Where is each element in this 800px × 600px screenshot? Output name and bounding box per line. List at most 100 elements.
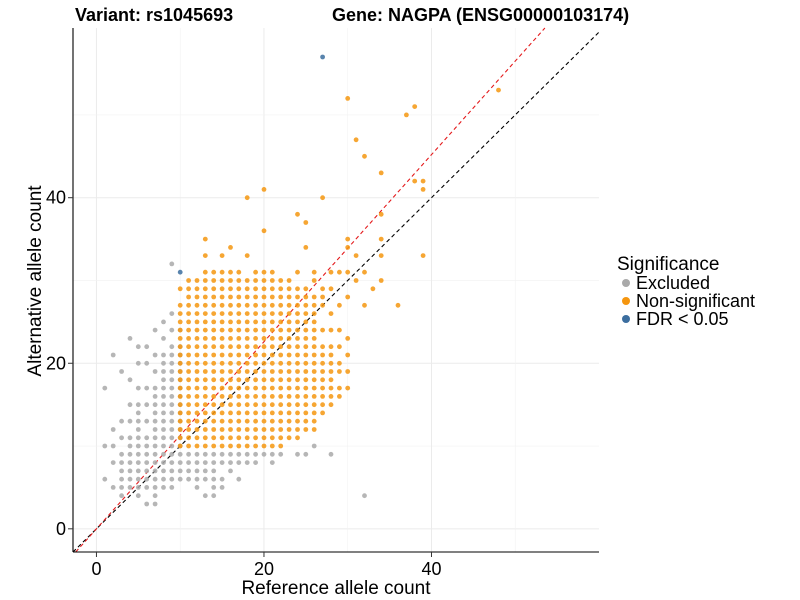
- point-non-significant: [362, 153, 367, 159]
- point-non-significant: [261, 369, 267, 374]
- point-excluded: [127, 418, 133, 424]
- point-non-significant: [261, 402, 267, 408]
- point-excluded: [169, 261, 175, 267]
- point-excluded: [127, 485, 133, 490]
- axis-ticks: 0 20 40 0 20 40: [46, 188, 442, 579]
- point-non-significant: [278, 319, 284, 325]
- point-non-significant: [253, 427, 258, 432]
- point-excluded: [144, 485, 150, 490]
- point-non-significant: [311, 402, 317, 408]
- point-non-significant: [186, 327, 192, 333]
- point-non-significant: [370, 286, 376, 292]
- point-excluded: [152, 402, 158, 408]
- point-non-significant: [177, 327, 183, 333]
- point-non-significant: [202, 236, 208, 242]
- point-non-significant: [219, 311, 225, 316]
- point-non-significant: [202, 402, 208, 408]
- point-non-significant: [303, 369, 309, 374]
- point-non-significant: [194, 418, 200, 424]
- point-excluded: [169, 468, 175, 474]
- point-non-significant: [420, 178, 426, 184]
- point-non-significant: [261, 418, 267, 424]
- point-non-significant: [269, 418, 275, 424]
- point-non-significant: [219, 410, 225, 416]
- point-excluded: [244, 460, 250, 465]
- point-non-significant: [328, 377, 334, 383]
- point-non-significant: [186, 394, 192, 399]
- point-excluded: [152, 443, 158, 449]
- point-non-significant: [253, 369, 258, 374]
- point-non-significant: [186, 286, 192, 292]
- point-excluded: [169, 344, 175, 350]
- point-non-significant: [320, 352, 325, 358]
- point-excluded: [119, 485, 124, 490]
- point-excluded: [161, 410, 166, 416]
- point-non-significant: [286, 394, 292, 399]
- point-excluded: [152, 427, 158, 432]
- point-non-significant: [286, 352, 292, 358]
- point-excluded: [186, 468, 192, 474]
- point-non-significant: [186, 278, 192, 283]
- point-non-significant: [286, 402, 292, 408]
- point-excluded: [202, 468, 208, 474]
- point-non-significant: [496, 87, 501, 93]
- point-excluded: [219, 451, 225, 457]
- point-non-significant: [253, 352, 258, 358]
- point-non-significant: [253, 319, 258, 325]
- point-non-significant: [244, 278, 250, 283]
- point-non-significant: [311, 302, 317, 308]
- point-non-significant: [345, 385, 351, 391]
- point-non-significant: [202, 369, 208, 374]
- point-non-significant: [194, 377, 200, 383]
- point-excluded: [244, 451, 250, 457]
- point-non-significant: [244, 377, 250, 383]
- point-non-significant: [286, 278, 292, 283]
- point-non-significant: [202, 344, 208, 350]
- point-non-significant: [320, 327, 325, 333]
- point-non-significant: [420, 253, 426, 258]
- x-axis-title: Reference allele count: [241, 578, 431, 599]
- point-non-significant: [194, 311, 200, 316]
- point-non-significant: [253, 443, 258, 449]
- point-non-significant: [286, 344, 292, 350]
- point-excluded: [144, 460, 150, 465]
- point-non-significant: [236, 418, 242, 424]
- point-excluded: [169, 443, 175, 449]
- point-non-significant: [311, 319, 317, 325]
- point-non-significant: [269, 435, 275, 441]
- point-non-significant: [177, 427, 183, 432]
- point-non-significant: [228, 427, 233, 432]
- point-non-significant: [177, 418, 183, 424]
- point-excluded: [169, 476, 175, 482]
- point-non-significant: [337, 369, 342, 374]
- point-non-significant: [269, 369, 275, 374]
- point-non-significant: [211, 278, 217, 283]
- point-non-significant: [286, 360, 292, 366]
- point-excluded: [152, 435, 158, 441]
- point-excluded: [161, 336, 166, 341]
- point-non-significant: [236, 327, 242, 333]
- point-non-significant: [253, 286, 258, 292]
- point-non-significant: [286, 385, 292, 391]
- point-non-significant: [244, 336, 250, 341]
- point-non-significant: [345, 336, 351, 341]
- point-excluded: [152, 352, 158, 358]
- point-excluded: [194, 460, 200, 465]
- point-non-significant: [211, 302, 217, 308]
- point-non-significant: [228, 278, 233, 283]
- point-excluded: [144, 451, 150, 457]
- point-non-significant: [378, 278, 384, 283]
- point-excluded: [169, 402, 175, 408]
- point-non-significant: [228, 443, 233, 449]
- point-non-significant: [303, 360, 309, 366]
- point-excluded: [135, 451, 141, 457]
- point-excluded: [127, 336, 133, 341]
- point-excluded: [135, 485, 141, 490]
- point-non-significant: [278, 385, 284, 391]
- point-non-significant: [311, 385, 317, 391]
- point-non-significant: [269, 402, 275, 408]
- point-non-significant: [269, 294, 275, 300]
- point-excluded: [102, 385, 108, 391]
- reference-lines: [72, 27, 600, 553]
- point-non-significant: [303, 286, 309, 292]
